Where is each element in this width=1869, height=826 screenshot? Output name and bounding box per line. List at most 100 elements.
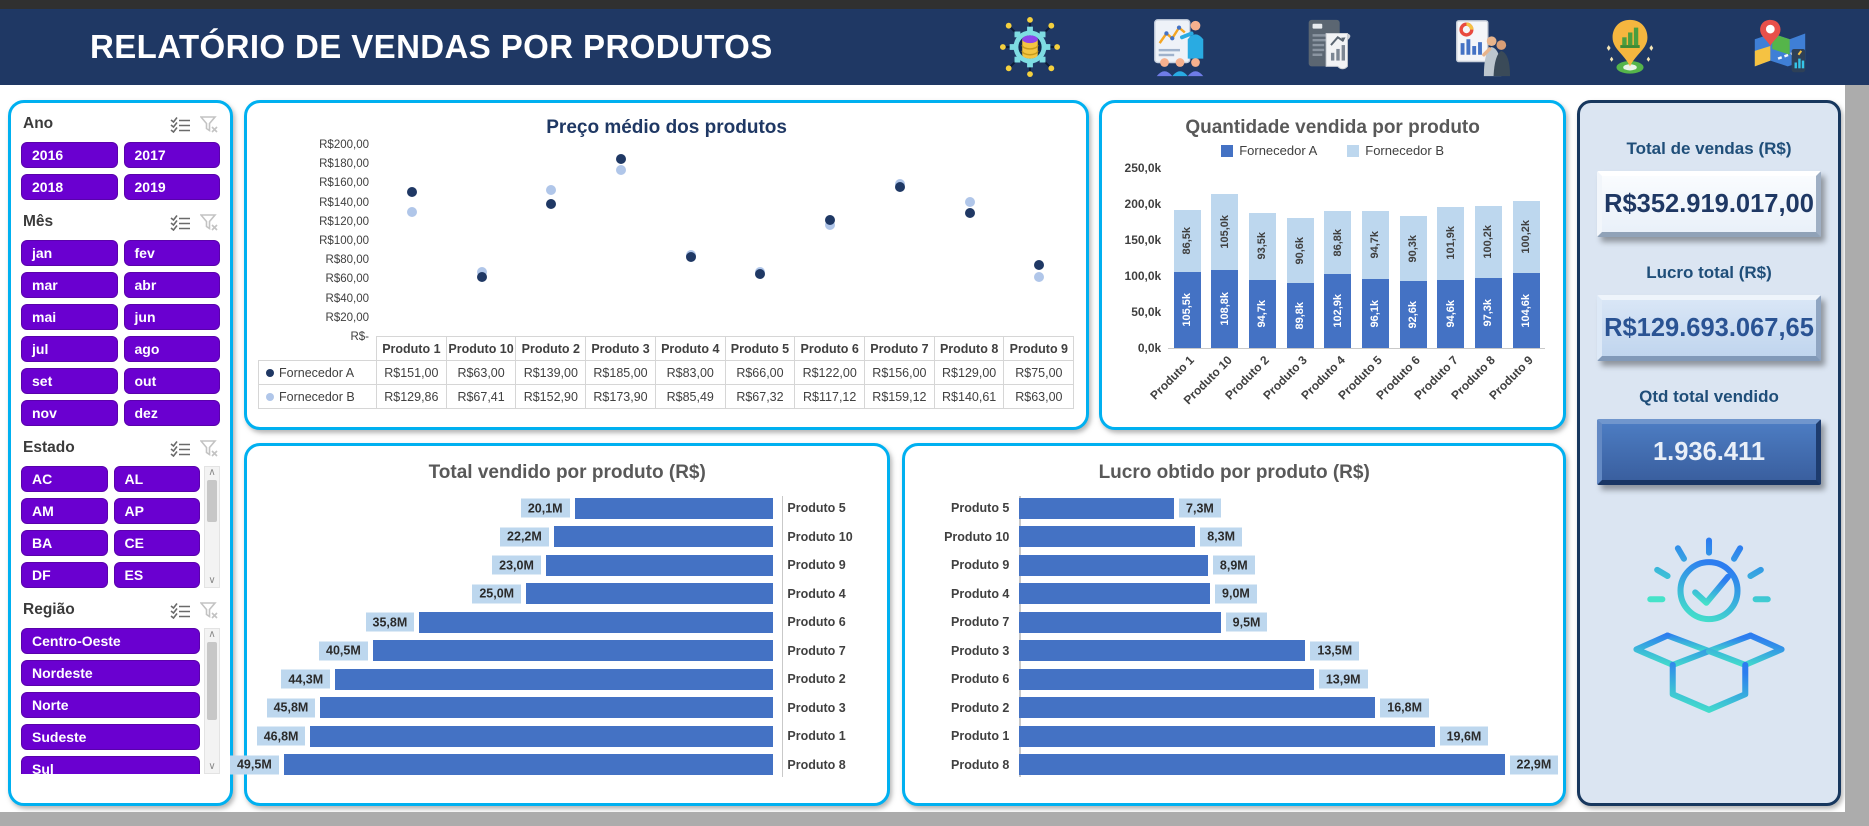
bar — [1019, 697, 1376, 719]
multi-select-icon[interactable] — [170, 116, 191, 133]
clear-filter-icon[interactable] — [200, 439, 218, 457]
bar-segment-fornecedor-b: 90,3k — [1399, 216, 1427, 282]
bar-chart-area: 20,1M Produto 5 22,2M Produto 10 23,0M Produt… — [229, 494, 875, 779]
slicer-mes-title: Mês — [23, 213, 54, 230]
value-label: 35,8M — [365, 612, 415, 632]
slicer-estado-option[interactable]: AM — [21, 498, 108, 524]
estado-scrollbar[interactable]: ∧ ∨ — [204, 466, 220, 588]
bar — [335, 668, 774, 690]
slicer-estado-option[interactable]: AL — [113, 466, 200, 492]
clear-filter-icon[interactable] — [200, 213, 218, 231]
slicer-estado-option[interactable]: ES — [113, 562, 200, 588]
scatter-point-fornecedor-a — [1034, 260, 1045, 270]
bar-row: Produto 10 8,3M — [919, 523, 1549, 551]
bar-segment-fornecedor-a: 94,7k — [1248, 279, 1276, 348]
scroll-up-icon[interactable]: ∧ — [208, 629, 216, 640]
slicer-estado-option[interactable]: CE — [113, 530, 200, 556]
bar — [1019, 754, 1505, 776]
slicer-estado: Estado AC AL AM AP BA CE DF ES ∧ ∨ — [21, 435, 220, 588]
bar — [1019, 668, 1314, 690]
slicer-mes-option[interactable]: mar — [21, 272, 118, 298]
bar-row: Produto 3 13,5M — [919, 637, 1549, 665]
slicer-regiao-option[interactable]: Nordeste — [21, 660, 200, 686]
scatter-point-fornecedor-a — [616, 154, 627, 165]
bar-segment-fornecedor-b: 105,0k — [1211, 194, 1239, 270]
bar — [545, 554, 774, 576]
slicer-mes-option[interactable]: jan — [21, 240, 118, 266]
slicer-mes-option[interactable]: mai — [21, 304, 118, 330]
slicer-mes-option[interactable]: out — [123, 368, 220, 394]
value-label: 45,8M — [266, 698, 316, 718]
value-label: 40,5M — [319, 641, 368, 661]
slicer-estado-option[interactable]: DF — [21, 562, 108, 588]
table-value-cell: R$67,32 — [724, 384, 796, 409]
clear-filter-icon[interactable] — [200, 115, 218, 133]
slicer-regiao-option[interactable]: Sudeste — [21, 724, 200, 750]
scatter-point-fornecedor-b — [406, 207, 417, 218]
slicer-estado-option[interactable]: AC — [21, 466, 108, 492]
scatter-point-fornecedor-a — [476, 271, 487, 282]
legend-swatch-fornecedor-a — [1221, 144, 1234, 157]
table-value-cell: R$122,00 — [794, 360, 866, 385]
scroll-down-icon[interactable]: ∨ — [208, 761, 216, 772]
slicer-ano-option[interactable]: 2017 — [123, 142, 220, 168]
slicer-mes-option[interactable]: ago — [123, 336, 220, 362]
slicer-ano-option[interactable]: 2018 — [21, 174, 118, 200]
map-location-icon — [1754, 19, 1806, 73]
table-column-header: Produto 4 — [654, 336, 726, 361]
scroll-up-icon[interactable]: ∧ — [208, 467, 216, 478]
category-label: Produto 2 — [951, 700, 1010, 715]
category-label: Produto 9 — [787, 558, 846, 573]
stacked-bar: 90,6k 89,8k — [1286, 218, 1314, 348]
bar-segment-fornecedor-b: 101,9k — [1437, 206, 1465, 280]
bar — [320, 697, 774, 719]
category-label: Produto 1 — [951, 729, 1010, 744]
legend-dot-icon — [266, 368, 274, 377]
bar-track: 22,2M — [259, 526, 774, 548]
chart-card-total-vendido: Total vendido por produto (R$) 20,1M Prod… — [229, 443, 891, 806]
scroll-down-icon[interactable]: ∨ — [208, 575, 216, 586]
slicer-mes-option[interactable]: fev — [123, 240, 220, 266]
slicer-estado-option[interactable]: AP — [113, 498, 200, 524]
bar-track: 13,9M — [1019, 668, 1549, 690]
header-icon-strip — [999, 16, 1811, 78]
slicer-mes-option[interactable]: abr — [123, 272, 220, 298]
slicer-mes-option[interactable]: jun — [123, 304, 220, 330]
scrollbar-thumb[interactable] — [207, 480, 217, 522]
slicer-estado-option[interactable]: BA — [21, 530, 108, 556]
slicer-mes-option[interactable]: dez — [123, 400, 220, 426]
stacked-bar: 86,5k 105,5k — [1173, 209, 1201, 348]
multi-select-icon[interactable] — [170, 602, 191, 619]
bar-segment-fornecedor-a: 105,5k — [1173, 272, 1201, 348]
scrollbar-thumb[interactable] — [207, 642, 217, 720]
slicer-regiao-option[interactable]: Centro-Oeste — [21, 628, 200, 654]
slicer-regiao-title: Região — [23, 601, 75, 618]
bar — [419, 611, 774, 633]
slicer-mes-option[interactable]: jul — [21, 336, 118, 362]
table-column-header: Produto 9 — [1003, 336, 1075, 361]
multi-select-icon[interactable] — [170, 214, 191, 231]
multi-select-icon[interactable] — [170, 440, 191, 457]
slicer-ano-option[interactable]: 2016 — [21, 142, 118, 168]
slicer-regiao-option[interactable]: Sul — [21, 756, 200, 774]
clear-filter-icon[interactable] — [200, 601, 218, 619]
category-label: Produto 1 — [787, 729, 846, 744]
table-value-cell: R$67,41 — [445, 384, 517, 409]
bar-track: 45,8M — [259, 697, 774, 719]
slicer-regiao-option[interactable]: Norte — [21, 692, 200, 718]
slicer-estado-title: Estado — [23, 439, 75, 456]
regiao-scrollbar[interactable]: ∧ ∨ — [204, 628, 220, 774]
slicer-mes-option[interactable]: nov — [21, 400, 118, 426]
y-tick-label: 200,0k — [1124, 197, 1162, 211]
value-label: 19,6M — [1439, 726, 1489, 746]
value-label: 22,9M — [1509, 755, 1559, 775]
bar-segment-fornecedor-a: 89,8k — [1286, 283, 1314, 348]
axis-line — [781, 496, 784, 777]
whiteboard-meeting-icon — [1456, 20, 1511, 77]
y-tick-label: R$80,00 — [325, 254, 369, 267]
slicer-mes-option[interactable]: set — [21, 368, 118, 394]
chart-legend: Fornecedor A Fornecedor B — [1112, 143, 1553, 158]
scatter-plot-area — [377, 145, 1074, 337]
slicer-ano-option[interactable]: 2019 — [123, 174, 220, 200]
bar-segment-fornecedor-b: 94,7k — [1361, 210, 1389, 279]
